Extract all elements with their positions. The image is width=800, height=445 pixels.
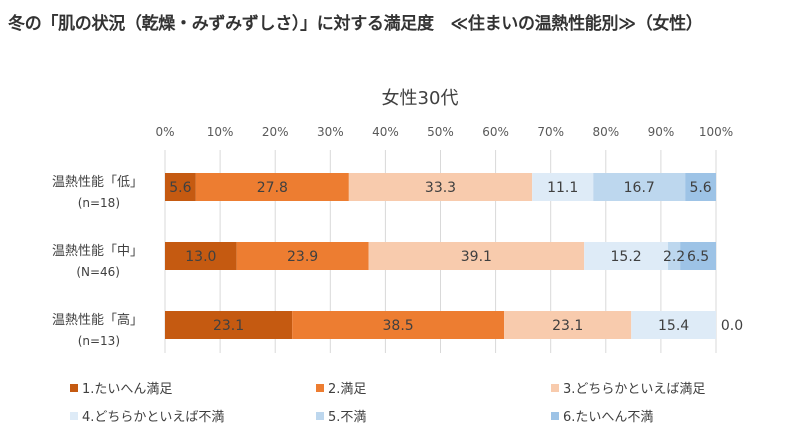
bar-segment [165, 173, 196, 201]
y-axis-categories: 温熱性能「低」 (n=18) 温熱性能「中」 (N=46) 温熱性能「高」 (n=13) [52, 175, 143, 348]
bar-segment [292, 311, 505, 339]
x-tick-label: 100% [699, 125, 733, 139]
data-label: 6.5 [687, 249, 709, 265]
category-n-label: (n=18) [78, 196, 120, 210]
bar-segment [348, 173, 533, 201]
data-labels: 5.6 27.8 33.3 11.1 16.7 5.6 13.0 23.9 39.1 15.2 2.… [169, 180, 743, 334]
data-label: 15.4 [658, 318, 689, 334]
data-label: 5.6 [169, 180, 191, 196]
bar-segment [368, 242, 585, 270]
x-tick-label: 60% [482, 125, 509, 139]
x-tick-label: 90% [648, 125, 675, 139]
bar-segment [668, 242, 681, 270]
bars [165, 173, 716, 339]
data-label: 33.3 [425, 180, 456, 196]
page-title: 冬の「肌の状況（乾燥・みずみずしさ）」に対する満足度 ≪住まいの温熱性能別≫（女… [8, 14, 703, 34]
data-label: 23.1 [213, 318, 244, 334]
bar-segment [584, 242, 669, 270]
bar-segment [685, 173, 716, 201]
data-label: 11.1 [547, 180, 578, 196]
bar-segment [195, 173, 349, 201]
category-label: 温熱性能「低」 [52, 175, 143, 190]
bar-segment [504, 311, 632, 339]
x-tick-label: 30% [317, 125, 344, 139]
bar-segment [593, 173, 686, 201]
bar-segment [165, 311, 293, 339]
data-label: 27.8 [257, 180, 288, 196]
data-label: 13.0 [185, 249, 216, 265]
x-tick-label: 0% [155, 125, 174, 139]
bar-segment [631, 311, 716, 339]
data-label: 39.1 [461, 249, 492, 265]
data-label: 23.9 [287, 249, 318, 265]
bar-segment [532, 173, 594, 201]
bar-segment [165, 242, 237, 270]
data-label: 38.5 [383, 318, 414, 334]
category-n-label: (n=13) [78, 334, 120, 348]
category-n-label: (N=46) [76, 265, 120, 279]
data-label: 2.2 [663, 249, 685, 265]
x-axis-ticks: 0% 10% 20% 30% 40% 50% 60% 70% 80% 90% 100% [155, 125, 733, 139]
data-label: 5.6 [689, 180, 711, 196]
bar-segment [236, 242, 369, 270]
x-tick-label: 10% [207, 125, 234, 139]
x-tick-label: 80% [592, 125, 619, 139]
x-tick-label: 20% [262, 125, 289, 139]
chart-title: 女性30代 [382, 88, 459, 109]
data-label: 23.1 [552, 318, 583, 334]
category-label: 温熱性能「高」 [52, 312, 143, 328]
category-label: 温熱性能「中」 [52, 244, 143, 259]
x-tick-label: 70% [537, 125, 564, 139]
x-tick-label: 40% [372, 125, 399, 139]
data-label: 0.0 [721, 318, 743, 334]
data-label: 16.7 [624, 180, 655, 196]
data-label: 15.2 [611, 249, 642, 265]
x-tick-label: 50% [427, 125, 454, 139]
bar-segment [680, 242, 716, 270]
